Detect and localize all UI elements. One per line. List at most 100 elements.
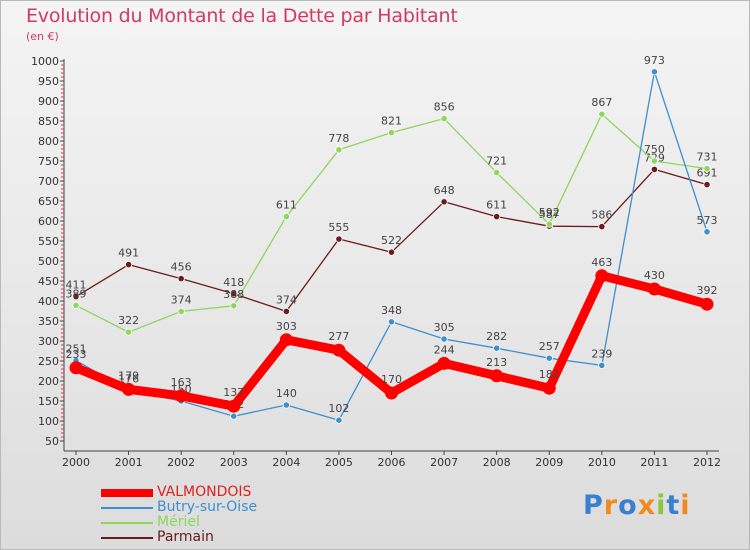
data-point	[69, 361, 83, 375]
y-tick-label: 800	[38, 135, 59, 148]
data-point	[545, 220, 553, 228]
data-point	[227, 399, 241, 413]
data-point	[279, 333, 293, 347]
data-label: 389	[66, 287, 87, 300]
data-point	[595, 269, 609, 283]
y-tick-label: 600	[38, 215, 59, 228]
data-label: 251	[66, 343, 87, 356]
data-point	[703, 181, 711, 189]
y-tick-label: 650	[38, 195, 59, 208]
data-label: 179	[118, 369, 139, 382]
x-tick-label: 2008	[483, 456, 511, 469]
legend-item: Parmain	[101, 530, 257, 545]
data-label: 430	[644, 269, 665, 282]
data-label: 411	[66, 279, 87, 292]
data-point	[385, 386, 398, 400]
data-label: 239	[591, 347, 612, 360]
logo-letter: o	[618, 490, 638, 521]
data-label: 305	[434, 321, 455, 334]
data-point	[177, 307, 185, 315]
data-label: 592	[539, 206, 560, 219]
chart-legend: VALMONDOIS Butry-sur-Oise Mériel Parmain	[101, 485, 257, 545]
data-point	[335, 146, 343, 154]
data-label: 303	[276, 320, 297, 333]
data-label: 282	[486, 330, 507, 343]
data-point	[437, 356, 451, 370]
legend-swatch	[101, 536, 153, 539]
data-label: 573	[697, 214, 718, 227]
x-tick-label: 2007	[430, 456, 458, 469]
x-tick-label: 2010	[588, 456, 616, 469]
data-point	[230, 412, 238, 420]
data-label: 587	[539, 208, 560, 221]
data-label: 867	[591, 96, 612, 109]
data-point	[387, 248, 396, 256]
y-tick-label: 350	[38, 315, 59, 328]
data-point	[542, 381, 556, 395]
data-label: 322	[118, 314, 139, 327]
data-point	[230, 290, 238, 298]
data-label: 388	[223, 288, 244, 301]
y-tick-label: 850	[38, 115, 59, 128]
legend-item: VALMONDOIS	[101, 485, 257, 500]
y-tick-label: 250	[38, 355, 59, 368]
data-point	[174, 389, 188, 403]
x-tick-label: 2006	[378, 456, 406, 469]
data-point	[282, 213, 290, 221]
data-point	[440, 335, 448, 343]
x-tick-label: 2004	[272, 456, 300, 469]
data-label: 137	[223, 386, 244, 399]
data-label: 233	[66, 348, 87, 361]
y-tick-label: 50	[45, 435, 59, 448]
data-point	[703, 228, 711, 236]
data-label: 856	[434, 101, 455, 114]
x-tick-label: 2012	[693, 456, 721, 469]
data-point	[493, 213, 501, 221]
data-point	[650, 165, 659, 173]
data-label: 102	[328, 402, 349, 415]
legend-item: Mériel	[101, 515, 257, 530]
data-label: 277	[328, 330, 349, 343]
data-label: 170	[381, 373, 402, 386]
data-point	[72, 301, 80, 309]
data-label: 163	[171, 376, 192, 389]
data-label: 731	[697, 151, 718, 164]
data-label: 611	[486, 199, 507, 212]
y-tick-label: 900	[38, 95, 59, 108]
data-point	[282, 401, 290, 409]
data-label: 691	[697, 167, 718, 180]
data-label: 611	[276, 199, 297, 212]
data-label: 374	[276, 293, 297, 306]
data-label: 213	[486, 356, 507, 369]
data-point	[387, 318, 396, 326]
y-tick-label: 750	[38, 155, 59, 168]
data-label: 463	[591, 256, 612, 269]
y-tick-label: 300	[38, 335, 59, 348]
data-label: 244	[434, 343, 455, 356]
data-point	[230, 302, 238, 310]
data-point	[335, 416, 343, 424]
data-point	[703, 165, 711, 173]
logo-letter: i	[656, 490, 667, 521]
data-point	[598, 223, 606, 231]
x-tick-label: 2005	[325, 456, 353, 469]
x-tick-label: 2011	[640, 456, 668, 469]
data-point	[72, 292, 80, 301]
data-point	[493, 344, 501, 352]
data-point	[598, 110, 606, 118]
y-tick-label: 400	[38, 295, 59, 308]
y-tick-label: 700	[38, 175, 59, 188]
x-tick-label: 2003	[220, 456, 248, 469]
data-point	[490, 369, 504, 383]
data-point	[647, 282, 661, 296]
data-point	[598, 361, 606, 369]
data-point	[440, 198, 448, 206]
logo-letter: i	[680, 490, 691, 521]
logo-letter: t	[666, 490, 681, 521]
legend-swatch	[101, 488, 153, 497]
data-label: 374	[171, 293, 192, 306]
data-point	[124, 328, 133, 336]
data-point	[177, 274, 185, 283]
data-point	[335, 235, 343, 243]
